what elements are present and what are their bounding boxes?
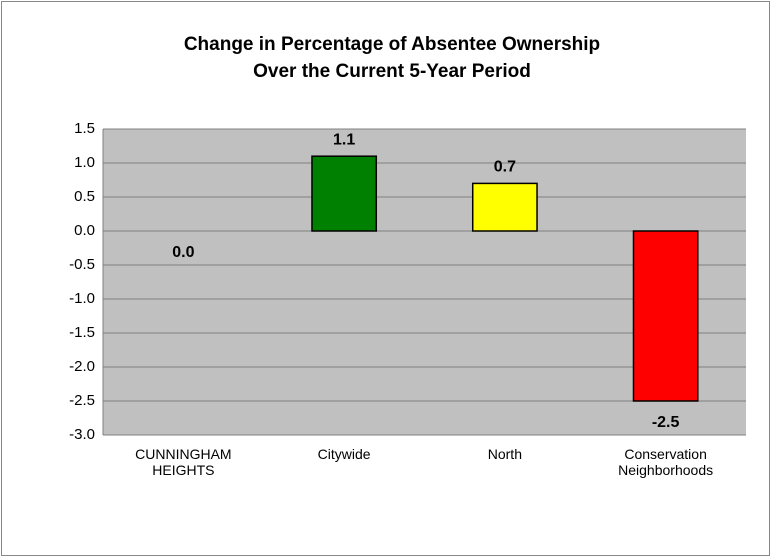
y-tick-label: -1.0 bbox=[69, 290, 95, 307]
y-tick-label: 1.0 bbox=[74, 154, 95, 171]
y-tick-label: 0.0 bbox=[74, 222, 95, 239]
x-tick-label: CUNNINGHAM HEIGHTS bbox=[135, 446, 232, 478]
data-label: 0.7 bbox=[494, 159, 516, 176]
bar bbox=[632, 230, 699, 402]
y-tick-label: -2.0 bbox=[69, 358, 95, 375]
bar bbox=[471, 182, 538, 232]
y-tick-label: 0.5 bbox=[74, 188, 95, 205]
x-tick-label: Citywide bbox=[317, 446, 371, 462]
data-label: -2.5 bbox=[652, 414, 680, 431]
y-tick-label: -0.5 bbox=[69, 256, 95, 273]
y-tick-label: -3.0 bbox=[69, 426, 95, 443]
y-tick-label: -1.5 bbox=[69, 324, 95, 341]
y-tick-label: -2.5 bbox=[69, 392, 95, 409]
chart-title: Change in Percentage of Absentee Ownersh… bbox=[184, 34, 600, 55]
x-tick-label: Conservation Neighborhoods bbox=[618, 446, 714, 478]
y-tick-label: 1.5 bbox=[74, 120, 95, 137]
data-label: 1.1 bbox=[333, 131, 355, 148]
x-tick-label: North bbox=[487, 446, 522, 462]
data-label: 0.0 bbox=[172, 244, 194, 261]
bar bbox=[311, 155, 378, 232]
chart-subtitle: Over the Current 5-Year Period bbox=[253, 61, 531, 82]
